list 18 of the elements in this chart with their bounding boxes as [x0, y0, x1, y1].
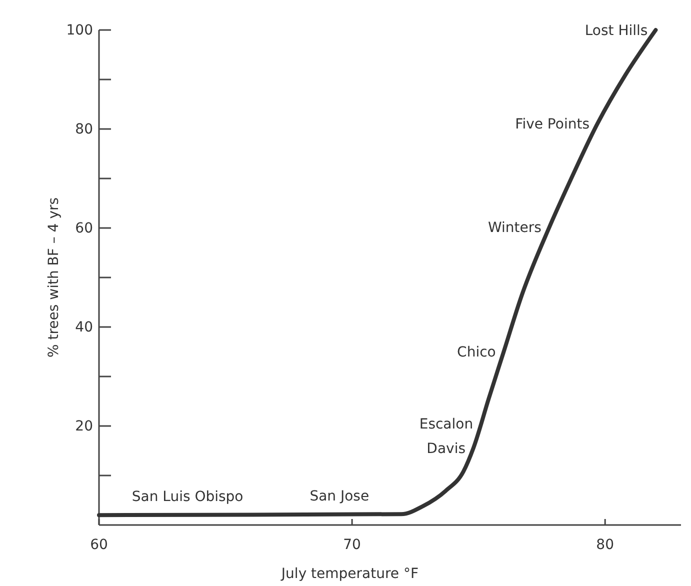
- y-tick-label: 80: [75, 121, 93, 138]
- y-axis-title: % trees with BF – 4 yrs: [46, 197, 62, 358]
- annotation: Davis: [426, 440, 466, 457]
- annotation: Lost Hills: [584, 23, 648, 39]
- annotation: Winters: [488, 220, 542, 236]
- annotation: San Jose: [310, 488, 370, 505]
- annotation: Five Points: [515, 116, 590, 133]
- y-tick-label: 40: [75, 319, 93, 336]
- x-tick-label: 60: [90, 536, 108, 553]
- y-tick-label: 20: [75, 418, 93, 434]
- x-tick-label: 80: [596, 536, 614, 553]
- y-tick-label: 60: [75, 220, 93, 236]
- x-axis-title: July temperature °F: [280, 566, 419, 582]
- y-tick-label: 100: [66, 22, 93, 38]
- annotation: Chico: [457, 344, 496, 360]
- annotation: San Luis Obispo: [132, 489, 244, 506]
- annotation: Escalon: [419, 416, 474, 433]
- x-tick-label: 70: [343, 536, 361, 553]
